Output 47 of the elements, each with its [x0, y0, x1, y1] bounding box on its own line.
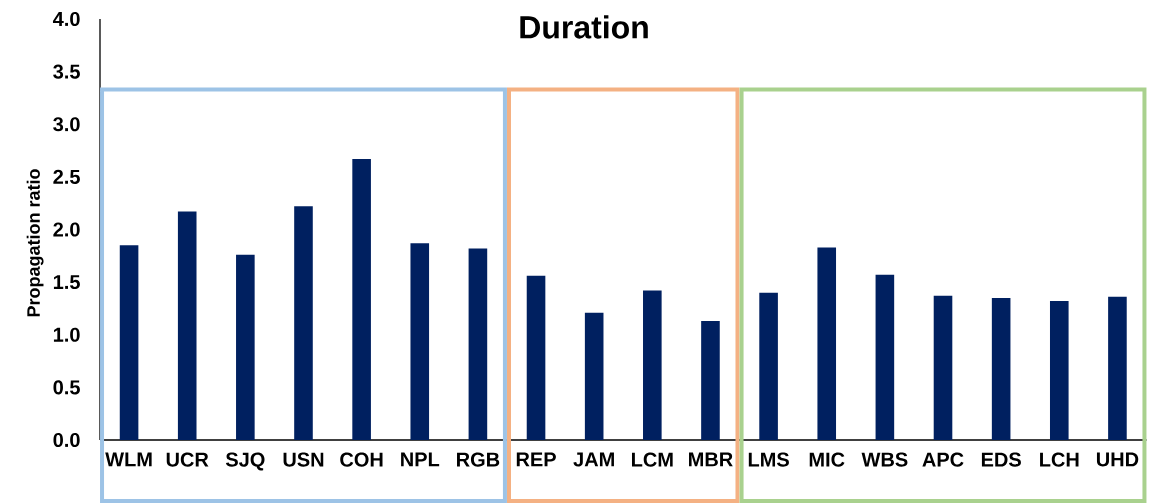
bar — [294, 206, 313, 440]
y-tick-label: 1.5 — [53, 275, 80, 290]
x-tick-label: EDS — [981, 452, 1021, 467]
y-tick-label: 3.0 — [53, 117, 80, 132]
x-tick-label: USN — [283, 452, 324, 467]
x-tick-label: LCM — [632, 452, 673, 467]
bar — [759, 292, 778, 440]
x-tick-label: SJQ — [225, 452, 265, 471]
x-tick-label: WBS — [861, 452, 908, 467]
chart-title: Duration — [520, 15, 648, 39]
x-tick-label: APC — [922, 452, 964, 467]
y-tick-label: 2.0 — [53, 222, 80, 237]
y-tick-label: 1.0 — [53, 327, 80, 342]
x-tick-label: JAM — [573, 452, 614, 467]
x-tick-label: MIC — [809, 452, 845, 467]
bar — [643, 290, 662, 440]
x-tick-label: RGB — [457, 452, 500, 467]
x-tick-label: LMS — [748, 452, 789, 467]
y-tick-label: 0.0 — [53, 432, 80, 448]
bar — [1108, 296, 1127, 440]
y-tick-label: 3.5 — [53, 64, 80, 79]
bar — [119, 245, 139, 440]
bar — [236, 254, 255, 440]
bar — [701, 321, 720, 440]
x-tick-label: REP — [516, 452, 556, 467]
bar — [177, 211, 197, 440]
x-tick-label: NPL — [401, 452, 440, 467]
y-axis-title: Propagation ratio — [26, 169, 44, 317]
bar — [410, 243, 430, 440]
bar — [584, 312, 604, 440]
x-tick-label: LCH — [1040, 452, 1079, 467]
x-tick-label: MBR — [689, 452, 733, 467]
x-tick-label: UCR — [166, 452, 209, 467]
bar — [875, 274, 895, 440]
x-tick-label: WLM — [105, 452, 152, 467]
bar — [817, 247, 837, 440]
y-tick-label: 2.5 — [53, 169, 80, 184]
x-tick-label: UHD — [1096, 452, 1139, 467]
bar — [1049, 301, 1069, 440]
bar — [352, 158, 371, 440]
x-tick-label: COH — [340, 452, 383, 467]
bar — [991, 297, 1011, 440]
bar — [933, 295, 953, 440]
y-tick-label: 4.0 — [52, 11, 80, 27]
bar — [468, 248, 488, 440]
y-tick-label: 0.5 — [53, 380, 80, 395]
bar — [526, 275, 546, 440]
